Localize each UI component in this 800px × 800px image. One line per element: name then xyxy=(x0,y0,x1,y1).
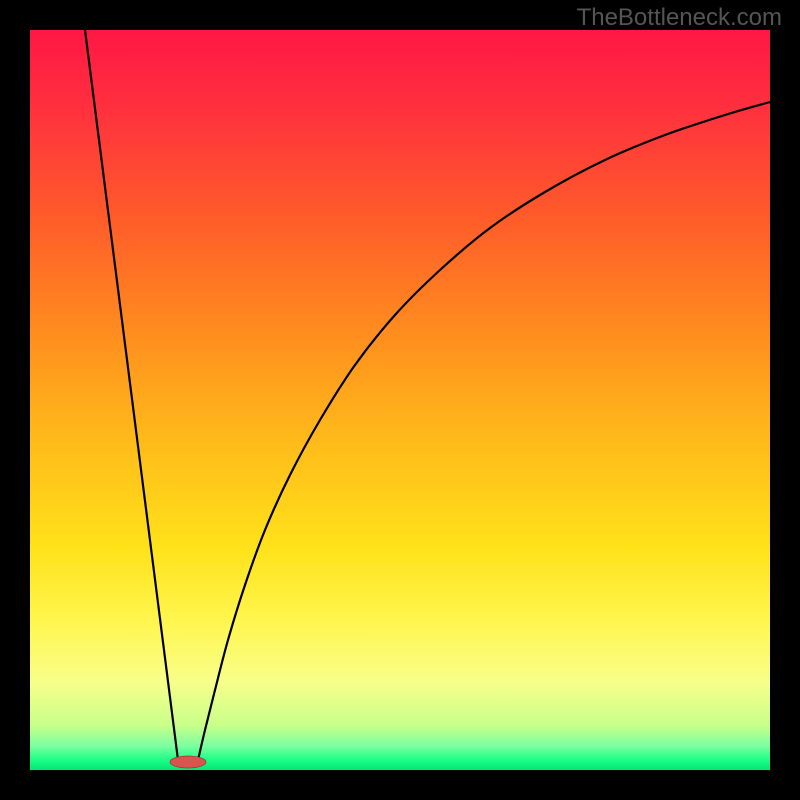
gradient-background xyxy=(30,30,770,770)
watermark-text: TheBottleneck.com xyxy=(577,4,782,32)
chart-container: TheBottleneck.com xyxy=(0,0,800,800)
plot-area xyxy=(30,30,770,770)
minimum-marker xyxy=(170,756,206,768)
